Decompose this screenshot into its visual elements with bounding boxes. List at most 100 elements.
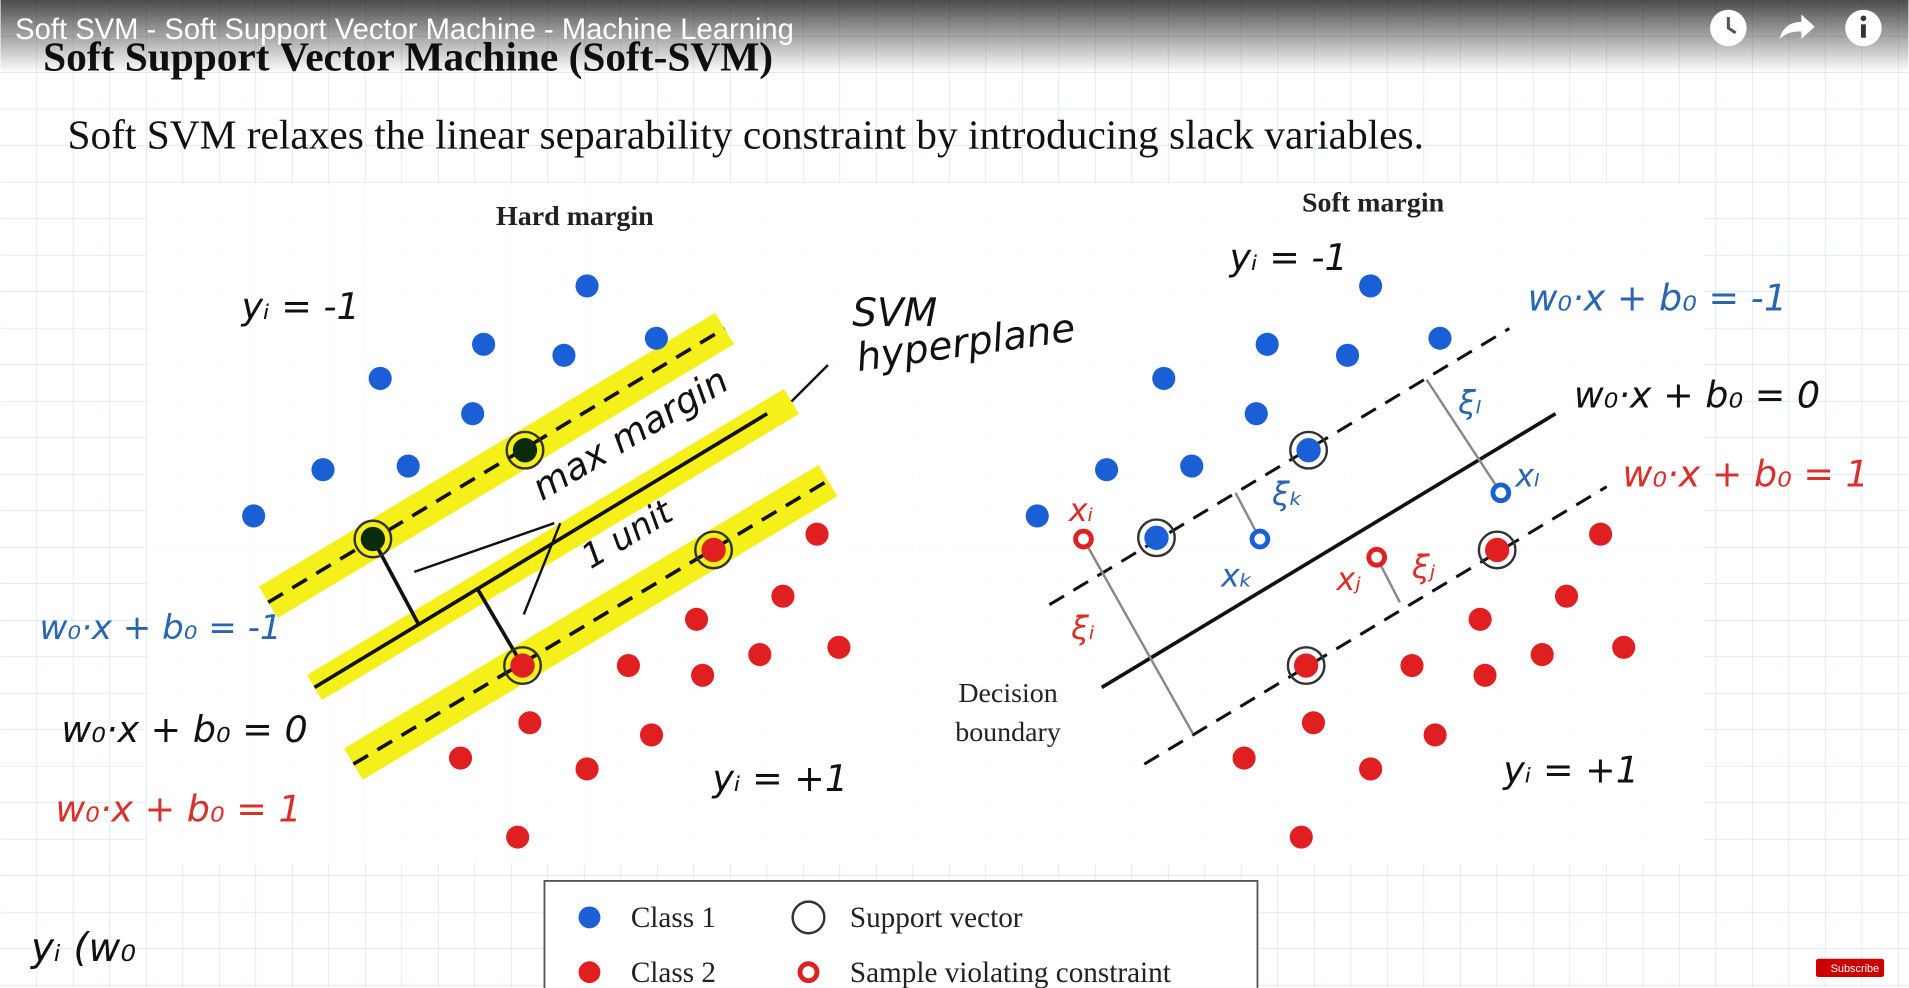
data-point xyxy=(1152,366,1176,390)
data-point xyxy=(1255,332,1279,356)
margin-line xyxy=(352,479,829,766)
data-point xyxy=(505,430,545,470)
data-point xyxy=(503,646,543,686)
slide-subtitle: Soft SVM relaxes the linear separability… xyxy=(67,111,1423,157)
data-point xyxy=(396,454,420,478)
data-point xyxy=(1293,653,1319,678)
data-point xyxy=(1477,530,1517,570)
data-point xyxy=(311,458,335,482)
arrow xyxy=(371,538,421,627)
slack-arrow xyxy=(1082,378,1502,735)
point-label: xₖ xyxy=(1220,558,1253,594)
data-point xyxy=(353,519,393,559)
data-point xyxy=(694,530,734,570)
legend-label: Class 1 xyxy=(631,902,716,934)
data-point xyxy=(1232,746,1256,770)
point-label: xᵢ xyxy=(1068,493,1093,529)
data-point xyxy=(1244,402,1268,426)
equation: w₀·x + b₀ = 1 xyxy=(55,787,301,830)
legend-swatch xyxy=(578,906,601,929)
data-point xyxy=(518,711,542,735)
data-point xyxy=(805,522,829,546)
data-point xyxy=(242,504,266,528)
data-point xyxy=(1612,635,1636,659)
equation-fragment: yᵢ (w₀ xyxy=(30,926,136,971)
margin-line xyxy=(267,326,726,604)
arrow xyxy=(413,364,829,615)
data-point xyxy=(360,526,386,552)
legend xyxy=(543,880,1259,988)
icon xyxy=(1860,15,1867,22)
data-point xyxy=(1286,646,1326,686)
data-point xyxy=(827,635,851,659)
data-point xyxy=(1335,343,1360,367)
data-point xyxy=(1301,711,1325,735)
margin-line xyxy=(1048,327,1511,607)
data-point xyxy=(575,757,599,781)
data-point xyxy=(1289,430,1329,470)
annotation: boundary xyxy=(955,717,1061,748)
data-point xyxy=(771,584,795,608)
data-point xyxy=(684,607,709,631)
data-point xyxy=(1137,518,1176,558)
data-point xyxy=(368,366,392,390)
hard-margin-lines xyxy=(258,312,838,780)
legend-label: Sample violating constraint xyxy=(850,957,1171,988)
equation: w₀·x + b₀ = -1 xyxy=(40,608,282,648)
data-point xyxy=(616,654,640,678)
equation: w₀·x + b₀ = 1 xyxy=(1622,453,1868,496)
subscribe-button[interactable] xyxy=(1815,958,1885,978)
data-point xyxy=(448,746,473,770)
data-point xyxy=(1554,584,1579,608)
panel-heading: Hard margin xyxy=(496,201,654,232)
data-point xyxy=(512,438,538,463)
data-point xyxy=(1073,528,1094,550)
video-title[interactable]: Soft SVM - Soft Support Vector Machine -… xyxy=(15,14,794,46)
data-point xyxy=(461,402,485,426)
data-point xyxy=(1490,482,1512,504)
equation: w₀·x + b₀ = 0 xyxy=(1574,374,1820,417)
data-point xyxy=(1468,607,1492,631)
data-points xyxy=(242,274,1636,849)
data-point xyxy=(1359,757,1383,781)
annotation: Decision xyxy=(958,678,1057,709)
data-point xyxy=(1095,458,1119,482)
panel-heading: Soft margin xyxy=(1302,188,1445,219)
class-label: yᵢ = -1 xyxy=(240,285,359,328)
info-button[interactable] xyxy=(1845,9,1882,47)
share-button[interactable] xyxy=(1779,14,1815,39)
class-label: yᵢ = +1 xyxy=(1502,748,1639,791)
data-point xyxy=(748,643,772,667)
watch-later-button[interactable] xyxy=(1710,9,1747,47)
data-point xyxy=(644,326,668,350)
soft-margin-lines xyxy=(1048,327,1608,766)
legend-swatch xyxy=(578,961,601,984)
legend-label: Support vector xyxy=(850,902,1023,934)
slack-label: ξⱼ xyxy=(1411,550,1436,586)
data-point xyxy=(506,825,530,849)
data-point xyxy=(1485,537,1510,563)
arrow xyxy=(475,587,525,667)
note: SVM xyxy=(852,291,937,336)
slack-label: ξₖ xyxy=(1271,477,1303,513)
data-point xyxy=(1144,525,1169,550)
equation: w₀·x + b₀ = 0 xyxy=(61,708,307,751)
icon xyxy=(1726,17,1737,35)
data-point xyxy=(1249,528,1271,550)
point-label: xⱼ xyxy=(1336,562,1362,598)
data-point xyxy=(510,653,535,678)
subscribe-label[interactable]: Subscribe xyxy=(1831,963,1880,975)
data-point xyxy=(1366,546,1388,568)
data-point xyxy=(1473,663,1497,687)
legend-swatch xyxy=(797,961,820,984)
data-point xyxy=(691,663,715,687)
point-label: xₗ xyxy=(1514,459,1539,495)
data-point xyxy=(472,332,496,356)
class-label: yᵢ = +1 xyxy=(711,757,848,800)
data-point xyxy=(1296,438,1321,463)
data-point xyxy=(701,537,726,563)
data-point xyxy=(1423,723,1447,747)
slack-label: ξₗ xyxy=(1457,386,1481,422)
